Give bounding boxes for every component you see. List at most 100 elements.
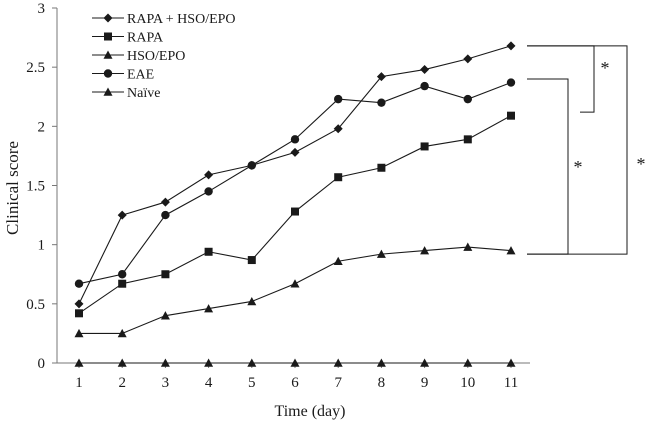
x-tick-label: 8 <box>378 375 386 391</box>
y-tick-label: 0 <box>38 356 46 372</box>
data-point <box>247 256 256 265</box>
data-point <box>161 270 170 279</box>
data-point <box>463 94 472 104</box>
data-point <box>334 94 343 104</box>
y-tick-label: 0.5 <box>26 297 45 313</box>
significance-star: * <box>601 58 610 78</box>
data-point <box>118 270 127 279</box>
data-point <box>117 210 127 220</box>
series-line <box>78 82 512 285</box>
bracket-line <box>527 45 628 255</box>
series-2 <box>75 111 515 318</box>
data-point <box>290 358 300 367</box>
legend-item: HSO/EPO <box>92 49 185 64</box>
data-point <box>463 358 473 367</box>
data-point <box>377 163 386 172</box>
y-tick-label: 2.5 <box>26 60 45 76</box>
data-point <box>204 247 213 256</box>
data-point <box>377 98 386 107</box>
data-point <box>333 358 343 367</box>
data-point <box>291 207 299 216</box>
data-point <box>506 41 516 51</box>
data-point <box>420 246 430 255</box>
data-point <box>420 65 430 75</box>
x-axis-label: Time (day) <box>275 403 346 420</box>
significance-bracket: * <box>527 78 583 255</box>
data-point <box>117 358 127 367</box>
x-tick-label: 10 <box>460 375 475 391</box>
significance-star: * <box>574 157 583 177</box>
data-point <box>420 81 429 91</box>
data-point <box>74 358 84 367</box>
series-layer <box>74 41 516 367</box>
data-point <box>74 279 84 288</box>
y-tick-label: 1 <box>38 238 46 254</box>
series-5 <box>74 358 516 367</box>
x-tick-label: 11 <box>504 375 518 391</box>
data-point <box>247 358 257 367</box>
data-point <box>506 78 516 87</box>
data-point <box>463 242 473 251</box>
data-point <box>204 187 213 196</box>
data-point <box>333 124 343 134</box>
legend-label: HSO/EPO <box>127 49 185 64</box>
data-point <box>506 358 516 367</box>
x-tick-label: 1 <box>75 375 83 391</box>
data-point <box>507 111 515 120</box>
data-point <box>117 328 127 338</box>
data-point <box>463 54 473 64</box>
legend-item: RAPA <box>92 31 164 46</box>
legend-label: EAE <box>127 68 154 83</box>
legend-item: EAE <box>92 68 154 83</box>
x-tick-label: 3 <box>162 375 170 391</box>
data-point <box>463 135 472 144</box>
bracket-line <box>527 78 569 255</box>
data-point <box>376 358 386 367</box>
legend-label: RAPA <box>127 31 164 46</box>
x-tick-label: 5 <box>248 375 256 391</box>
data-point <box>420 358 430 367</box>
data-point <box>290 147 300 157</box>
legend: RAPA + HSO/EPO RAPA HSO/EPO EAE Naïve <box>92 12 236 101</box>
legend-marker <box>103 69 113 78</box>
series-3 <box>74 242 516 338</box>
data-point <box>376 72 386 82</box>
data-point <box>204 304 214 313</box>
x-tick-label: 4 <box>205 375 213 391</box>
y-tick-label: 3 <box>38 1 46 17</box>
axes: 0 0.5 1 1.5 2 2.5 3 1 2 3 4 5 6 7 8 9 10 11 <box>26 1 530 391</box>
significance-star: * <box>637 154 646 174</box>
y-tick-label: 1.5 <box>26 179 45 195</box>
data-point <box>333 256 343 266</box>
legend-label: Naïve <box>127 86 160 101</box>
y-tick-label: 2 <box>38 119 46 135</box>
data-point <box>161 210 170 220</box>
legend-item: Naïve <box>92 86 160 101</box>
legend-label: RAPA + HSO/EPO <box>127 12 236 27</box>
data-point <box>290 135 300 144</box>
series-line <box>78 45 512 305</box>
data-point <box>74 299 84 309</box>
legend-item: RAPA + HSO/EPO <box>92 12 236 27</box>
series-4 <box>74 78 516 288</box>
data-point <box>204 170 214 180</box>
significance-bracket: * <box>527 45 646 255</box>
data-point <box>74 328 84 338</box>
data-point <box>506 246 516 255</box>
legend-marker <box>104 32 112 41</box>
legend-marker <box>103 50 113 59</box>
data-point <box>160 197 170 207</box>
significance-annotations: * * * <box>527 45 646 255</box>
data-point <box>160 311 170 320</box>
legend-marker <box>103 13 113 23</box>
x-tick-label: 9 <box>421 375 429 391</box>
x-tick-label: 2 <box>118 375 126 391</box>
data-point <box>290 279 300 288</box>
data-point <box>420 142 429 151</box>
data-point <box>334 173 343 182</box>
x-tick-label: 6 <box>291 375 299 391</box>
data-point <box>118 279 127 288</box>
data-point <box>247 161 256 170</box>
data-point <box>160 358 170 367</box>
